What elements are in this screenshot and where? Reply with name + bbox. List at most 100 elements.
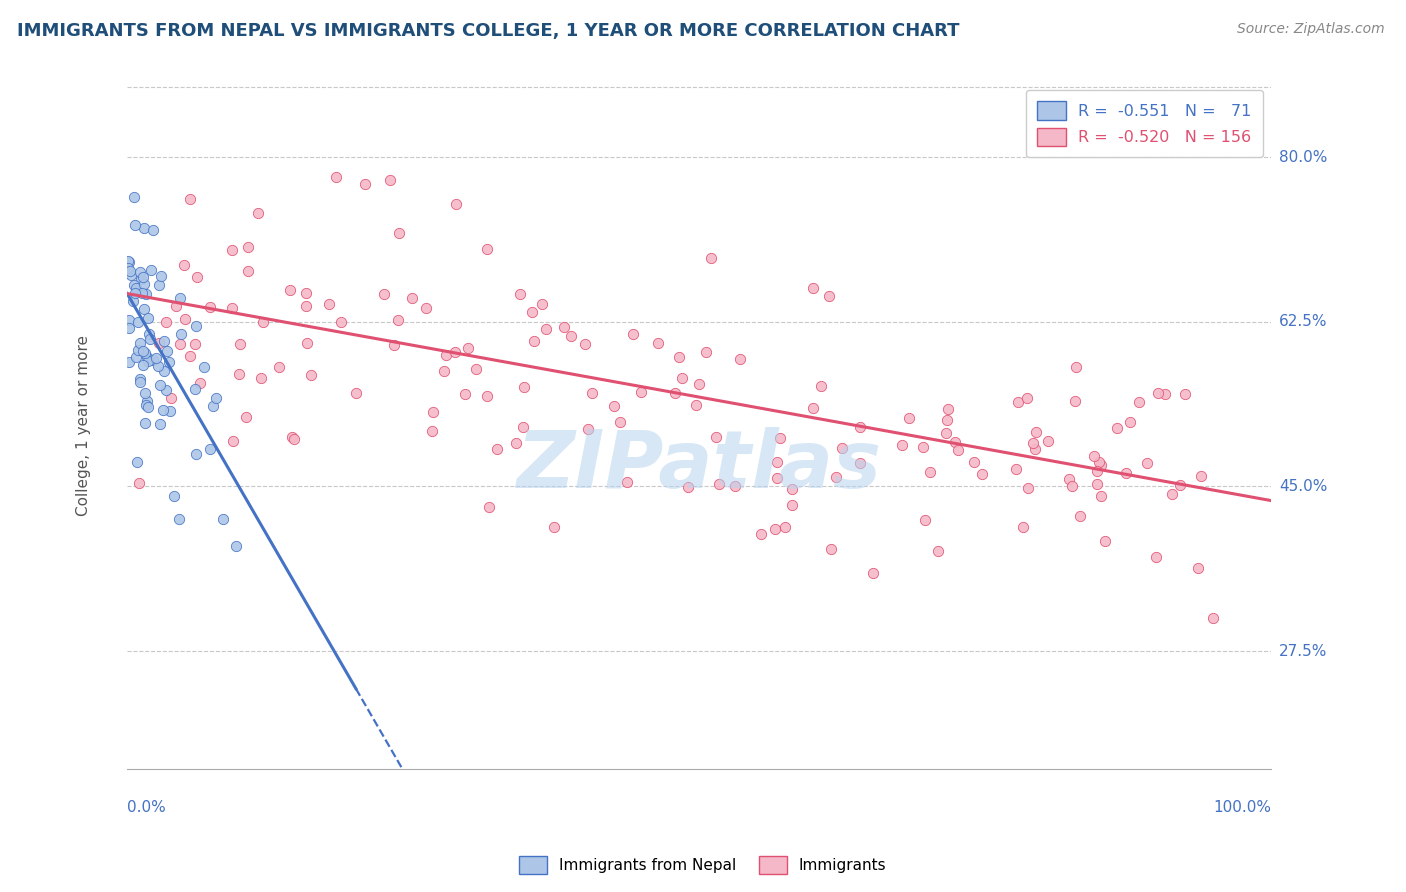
Point — [169, 337, 191, 351]
Point — [280, 283, 302, 297]
Point — [664, 386, 686, 401]
Point — [1015, 392, 1038, 406]
Point — [543, 520, 565, 534]
Point — [184, 382, 207, 396]
Point — [818, 288, 841, 302]
Point — [246, 206, 269, 220]
Point — [129, 371, 152, 385]
Point — [127, 343, 149, 357]
Point — [173, 258, 195, 272]
Point — [134, 385, 156, 400]
Point — [897, 411, 920, 425]
Point — [475, 242, 498, 256]
Point — [1161, 487, 1184, 501]
Point — [295, 299, 318, 313]
Point — [212, 512, 235, 526]
Point — [156, 343, 179, 358]
Point — [138, 401, 160, 415]
Point — [1147, 385, 1170, 400]
Point — [378, 173, 401, 187]
Point — [145, 351, 167, 366]
Point — [387, 313, 409, 327]
Point — [139, 333, 162, 347]
Point — [201, 399, 224, 413]
Point — [118, 254, 141, 268]
Point — [709, 477, 731, 491]
Point — [695, 344, 717, 359]
Point — [135, 286, 157, 301]
Point — [128, 375, 150, 389]
Point — [420, 424, 443, 438]
Point — [125, 351, 148, 365]
Point — [647, 336, 669, 351]
Point — [576, 422, 599, 436]
Point — [179, 192, 201, 206]
Point — [167, 511, 190, 525]
Point — [765, 455, 787, 469]
Point — [121, 294, 143, 309]
Point — [477, 389, 499, 403]
Text: 80.0%: 80.0% — [1279, 150, 1327, 165]
Point — [129, 265, 152, 279]
Point — [891, 438, 914, 452]
Point — [384, 337, 406, 351]
Point — [117, 254, 139, 268]
Point — [824, 470, 846, 484]
Point — [373, 286, 395, 301]
Point — [970, 467, 993, 481]
Point — [354, 177, 377, 191]
Point — [221, 243, 243, 257]
Point — [763, 522, 786, 536]
Point — [134, 416, 156, 430]
Point — [299, 368, 322, 382]
Point — [118, 355, 141, 369]
Point — [1057, 472, 1080, 486]
Point — [676, 480, 699, 494]
Point — [444, 197, 467, 211]
Point — [509, 287, 531, 301]
Text: College, 1 year or more: College, 1 year or more — [76, 334, 91, 516]
Point — [138, 327, 160, 342]
Point — [124, 219, 146, 233]
Point — [388, 226, 411, 240]
Point — [131, 270, 153, 285]
Point — [125, 281, 148, 295]
Point — [918, 465, 941, 479]
Point — [149, 378, 172, 392]
Point — [250, 370, 273, 384]
Point — [1064, 394, 1087, 409]
Point — [155, 315, 177, 329]
Point — [198, 300, 221, 314]
Point — [165, 300, 187, 314]
Point — [1085, 476, 1108, 491]
Point — [1007, 395, 1029, 409]
Point — [848, 419, 870, 434]
Point — [134, 346, 156, 360]
Point — [1024, 442, 1046, 456]
Point — [124, 286, 146, 301]
Point — [724, 479, 747, 493]
Point — [318, 297, 340, 311]
Point — [283, 432, 305, 446]
Point — [609, 415, 631, 429]
Point — [163, 490, 186, 504]
Point — [295, 336, 318, 351]
Point — [141, 263, 163, 277]
Point — [235, 409, 257, 424]
Point — [134, 277, 156, 291]
Point — [434, 348, 457, 362]
Text: ZIPatlas: ZIPatlas — [516, 427, 882, 506]
Point — [134, 301, 156, 316]
Legend: Immigrants from Nepal, Immigrants: Immigrants from Nepal, Immigrants — [513, 850, 893, 880]
Point — [142, 223, 165, 237]
Point — [118, 313, 141, 327]
Point — [138, 310, 160, 325]
Point — [1119, 415, 1142, 429]
Point — [820, 542, 842, 557]
Point — [927, 543, 949, 558]
Point — [131, 285, 153, 300]
Text: 45.0%: 45.0% — [1279, 479, 1327, 494]
Point — [849, 456, 872, 470]
Point — [170, 327, 193, 342]
Point — [1062, 479, 1084, 493]
